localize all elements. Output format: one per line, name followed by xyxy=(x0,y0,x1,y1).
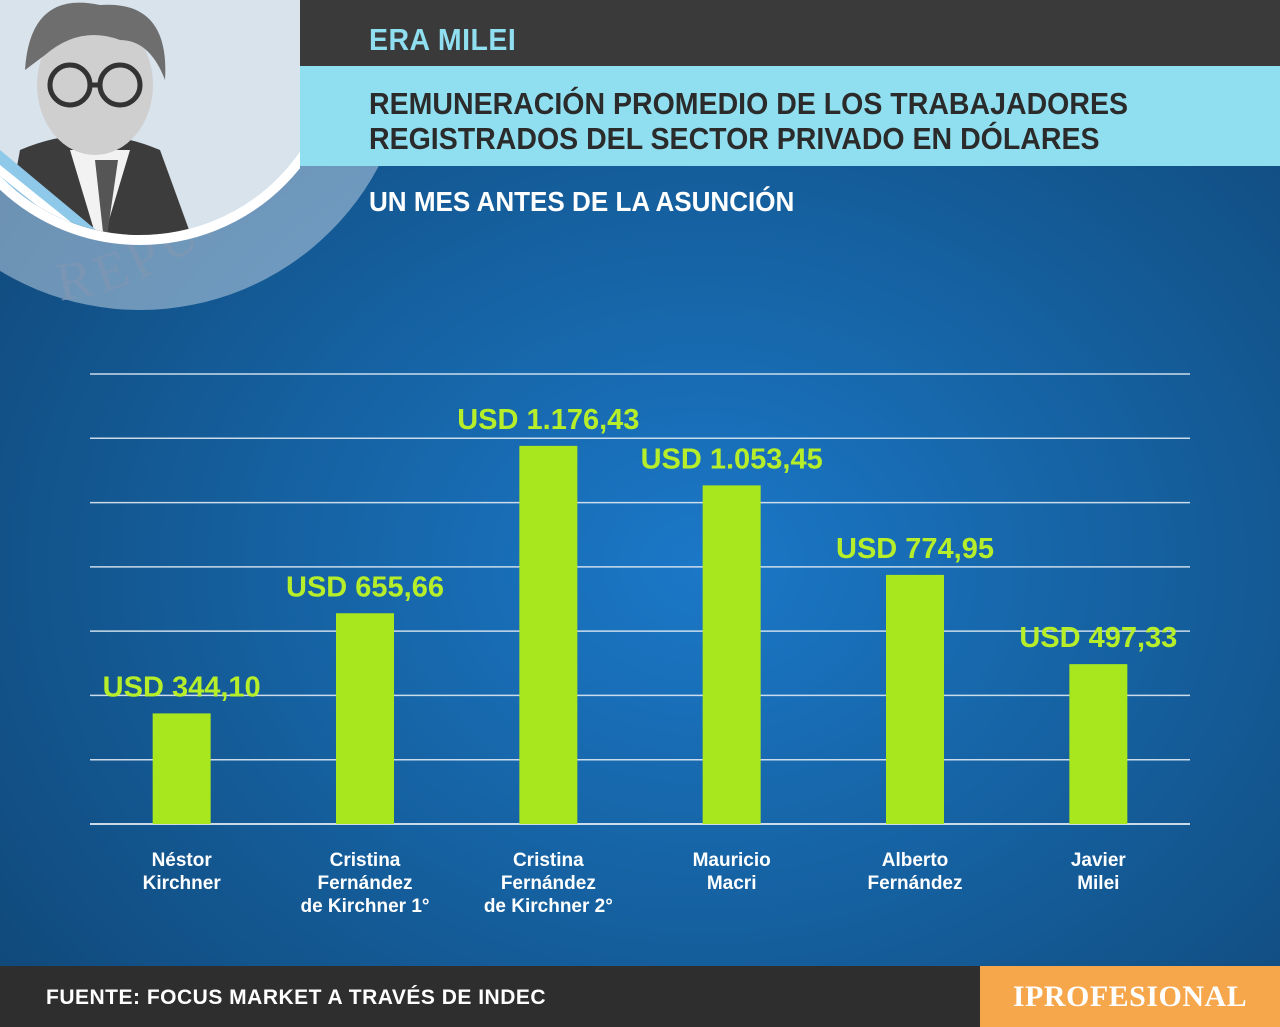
bar xyxy=(152,713,211,824)
value-label: USD 774,95 xyxy=(836,533,994,565)
value-label: USD 497,33 xyxy=(1019,622,1177,654)
category-label: Alberto Fernández xyxy=(867,850,962,894)
brand-logo: IPROFESIONAL xyxy=(1012,980,1248,1013)
value-label: USD 1.053,45 xyxy=(641,443,823,475)
source-note: FUENTE: FOCUS MARKET A TRAVÉS DE INDEC xyxy=(46,986,547,1009)
category-label: Cristina Fernández de Kirchner 1° xyxy=(300,850,429,917)
bar xyxy=(1069,664,1128,824)
category-label-line: Javier xyxy=(1071,850,1127,871)
chart-title: REMUNERACIÓN PROMEDIO DE LOS TRABAJADORE… xyxy=(369,86,1128,156)
category-label-line: Fernández xyxy=(501,873,596,894)
category-label-line: Mauricio xyxy=(693,850,771,871)
category-label: Néstor Kirchner xyxy=(143,850,222,894)
category-label-line: Kirchner xyxy=(143,873,222,894)
category-label-line: de Kirchner 1° xyxy=(300,896,429,917)
category-label: Mauricio Macri xyxy=(693,850,771,894)
bar xyxy=(886,574,944,824)
category-label-line: Macri xyxy=(707,873,757,894)
bar xyxy=(336,613,394,824)
category-label-line: Néstor xyxy=(152,850,213,871)
category-label-line: Fernández xyxy=(317,873,412,894)
category-label-line: Milei xyxy=(1077,873,1119,894)
value-label: USD 344,10 xyxy=(103,671,261,703)
portrait-illustration xyxy=(0,0,300,245)
value-label: USD 1.176,43 xyxy=(457,404,639,436)
category-label-line: Cristina xyxy=(330,850,401,871)
category-label-line: de Kirchner 2° xyxy=(484,896,613,917)
brand-box: IPROFESIONAL xyxy=(980,966,1280,1027)
category-label-line: Cristina xyxy=(513,850,584,871)
category-label-line: Alberto xyxy=(882,850,949,871)
bar xyxy=(519,445,578,824)
kicker-label: ERA MILEI xyxy=(369,22,517,57)
bars xyxy=(152,445,1128,824)
category-label: Cristina Fernández de Kirchner 2° xyxy=(484,850,613,917)
value-label: USD 655,66 xyxy=(286,571,444,603)
chart-subtitle: UN MES ANTES DE LA ASUNCIÓN xyxy=(369,186,795,217)
gridlines xyxy=(90,373,1190,825)
bar xyxy=(702,485,761,824)
category-label-line: Fernández xyxy=(867,873,962,894)
category-label: Javier Milei xyxy=(1071,850,1127,894)
